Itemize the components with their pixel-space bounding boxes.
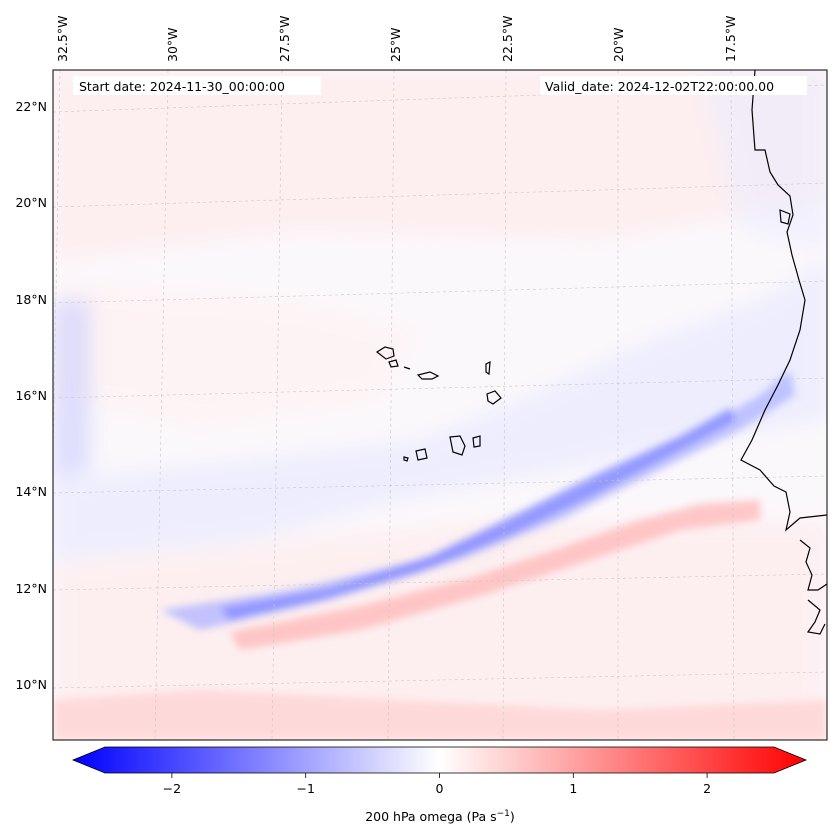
valid-date-label: Valid_date: 2024-12-02T22:00:00.00	[545, 79, 774, 94]
map-frame	[52, 69, 828, 741]
lat-label: 12°N	[15, 581, 47, 596]
lon-label: 32.5°W	[55, 16, 70, 62]
colorbar-bar	[71, 746, 808, 774]
cape-verde-islands	[375, 346, 502, 462]
colorbar-ticks: −2 −1 0 1 2	[163, 773, 711, 796]
coastline	[740, 70, 827, 635]
lon-label: 27.5°W	[277, 16, 292, 62]
colorbar: −2 −1 0 1 2 200 hPa omega (Pa s−1)	[71, 746, 808, 824]
lon-label: 30°W	[165, 27, 180, 62]
lon-label: 22.5°W	[500, 16, 515, 62]
colorbar-tick-label: 0	[436, 781, 444, 796]
lon-label: 25°W	[388, 27, 403, 62]
lon-label: 20°W	[611, 27, 626, 62]
lon-label: 17.5°W	[723, 16, 738, 62]
colorbar-tick-label: 2	[703, 781, 711, 796]
lat-label: 10°N	[15, 677, 47, 692]
lat-label: 20°N	[15, 195, 47, 210]
lat-label: 16°N	[15, 388, 47, 403]
colorbar-tick-label: 1	[569, 781, 577, 796]
start-date-label: Start date: 2024-11-30_00:00:00	[79, 79, 285, 94]
colorbar-tick-label: −1	[296, 781, 314, 796]
omega-field	[53, 70, 827, 740]
colorbar-tick-label: −2	[163, 781, 181, 796]
colorbar-label: 200 hPa omega (Pa s−1)	[365, 809, 515, 824]
start-date-box	[73, 76, 321, 95]
lat-label: 22°N	[15, 99, 47, 114]
valid-date-box	[540, 76, 807, 95]
lon-labels: 32.5°W 30°W 27.5°W 25°W 22.5°W 20°W 17.5…	[55, 16, 738, 62]
lat-label: 14°N	[15, 484, 47, 499]
gridlines	[53, 70, 827, 740]
lat-label: 18°N	[15, 292, 47, 307]
lat-labels: 22°N 20°N 18°N 16°N 14°N 12°N 10°N	[15, 99, 47, 692]
